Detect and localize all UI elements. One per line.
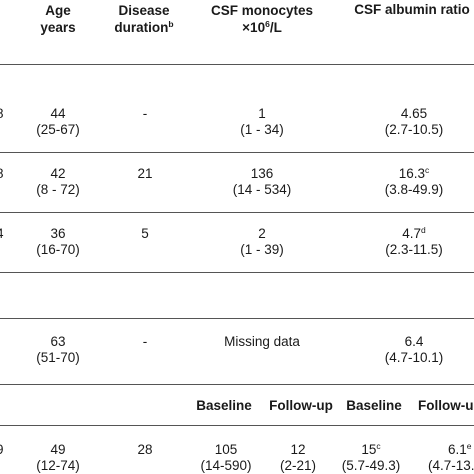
- header-disease-duration: Disease durationb: [99, 2, 189, 36]
- header-age: Age years: [40, 2, 75, 36]
- rule-row4: [0, 384, 474, 385]
- subheader-mono-baseline: Baseline: [196, 398, 252, 413]
- row1-monocytes: 1 (1 - 34): [240, 106, 284, 137]
- header-duration-sup: b: [168, 19, 174, 29]
- subheader-alb-followup-cut: Follow-u: [418, 398, 474, 413]
- subheader-mono-followup: Follow-up: [269, 398, 333, 413]
- header-csf-albumin-ratio: CSF albumin ratio: [354, 2, 470, 17]
- row2-n: 8: [0, 166, 4, 182]
- rule-section: [0, 318, 474, 319]
- row3-age: 36 (16-70): [36, 226, 80, 257]
- row3-albumin: 4.7d (2.3-11.5): [385, 225, 443, 257]
- row1-duration: -: [142, 106, 148, 121]
- row3-duration: 5: [141, 226, 149, 241]
- row5-n: 9: [0, 442, 4, 458]
- row4-duration: -: [142, 334, 148, 349]
- rule-header: [0, 64, 474, 65]
- row4-age: 63 (51-70): [36, 334, 80, 365]
- row4-albumin: 6.4 (4.7-10.1): [384, 334, 444, 365]
- row5-duration: 28: [137, 442, 153, 457]
- row5-albumin-followup: 6.1e(4.7-13.6: [428, 441, 474, 473]
- row5-age: 49 (12-74): [36, 442, 80, 473]
- row2-duration: 21: [137, 166, 153, 181]
- rule-row2: [0, 212, 474, 213]
- row2-age: 42 (8 - 72): [36, 166, 80, 197]
- row5-monocytes-baseline: 105 (14-590): [200, 442, 252, 473]
- header-age-line2: years: [40, 20, 76, 35]
- rule-row3: [0, 272, 474, 273]
- row4-monocytes-missing: Missing data: [224, 334, 300, 349]
- header-age-line1: Age: [45, 3, 71, 18]
- row1-age: 44 (25-67): [36, 106, 80, 137]
- row3-monocytes: 2 (1 - 39): [240, 226, 284, 257]
- row5-monocytes-followup: 12 (2-21): [279, 442, 317, 473]
- row3-n: 4: [0, 226, 4, 242]
- row1-n: 8: [0, 106, 4, 122]
- header-csf-monocytes: CSF monocytes ×106/L: [211, 2, 313, 36]
- rule-subheader: [0, 425, 474, 426]
- header-duration-text: Disease duration: [114, 3, 170, 35]
- header-monocytes-line1: CSF monocytes: [210, 3, 314, 18]
- row5-albumin-baseline: 15c (5.7-49.3): [341, 441, 401, 473]
- row2-albumin: 16.3c (3.8-49.9): [384, 165, 444, 197]
- row2-monocytes: 136 (14 - 534): [232, 166, 292, 197]
- rule-row1: [0, 152, 474, 153]
- header-monocytes-line2: ×106/L: [242, 19, 282, 35]
- subheader-alb-baseline: Baseline: [346, 398, 402, 413]
- row1-albumin: 4.65 (2.7-10.5): [384, 106, 444, 137]
